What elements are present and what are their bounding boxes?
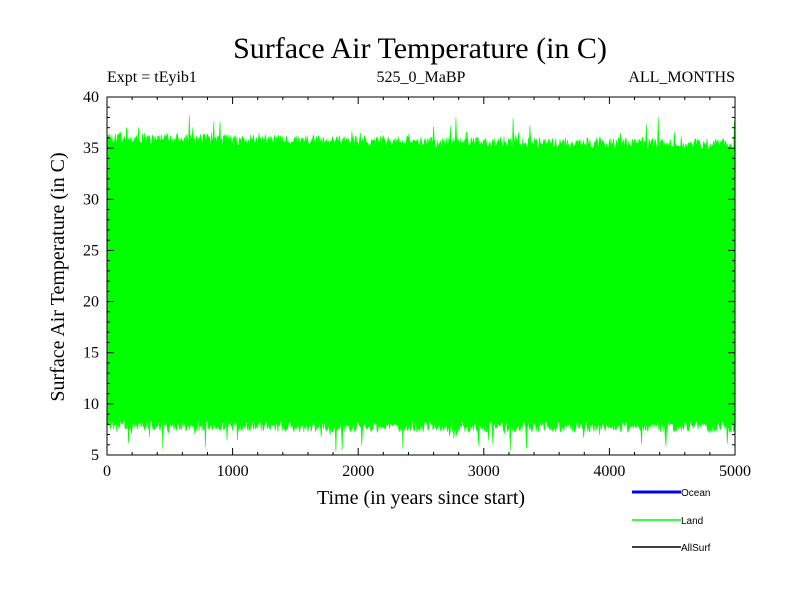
y-tick-label: 25 <box>83 242 99 259</box>
legend-label-allsurf: AllSurf <box>681 543 711 554</box>
y-tick-label: 20 <box>83 294 99 311</box>
x-tick-label: 3000 <box>468 463 500 480</box>
y-tick-label: 10 <box>83 396 99 413</box>
y-axis-label: Surface Air Temperature (in C) <box>47 152 69 401</box>
legend-label-ocean: Ocean <box>681 488 710 499</box>
legend: Ocean Land AllSurf <box>632 488 711 554</box>
x-axis-label: Time (in years since start) <box>317 487 525 509</box>
y-tick-label: 30 <box>83 191 99 208</box>
chart-title: Surface Air Temperature (in C) <box>233 32 607 65</box>
experiment-label: Expt = tEyib1 <box>107 69 197 86</box>
months-label: ALL_MONTHS <box>628 69 735 86</box>
x-tick-label: 1000 <box>217 463 249 480</box>
y-tick-label: 40 <box>83 89 99 106</box>
x-tick-label: 4000 <box>593 463 625 480</box>
legend-label-land: Land <box>681 516 703 527</box>
x-tick-label: 5000 <box>719 463 751 480</box>
x-tick-label: 0 <box>103 463 111 480</box>
series-band-land <box>106 115 736 452</box>
x-axis: 0 1000 2000 3000 4000 5000 <box>103 97 751 480</box>
plot-frame <box>106 96 736 456</box>
x-tick-label: 2000 <box>342 463 374 480</box>
y-tick-label: 5 <box>91 447 99 464</box>
period-label: 525_0_MaBP <box>377 69 466 86</box>
y-tick-label: 35 <box>83 140 99 157</box>
plot-area <box>106 96 736 456</box>
y-tick-label: 15 <box>83 345 99 362</box>
y-axis: 5 10 15 20 25 30 35 40 <box>83 89 735 464</box>
